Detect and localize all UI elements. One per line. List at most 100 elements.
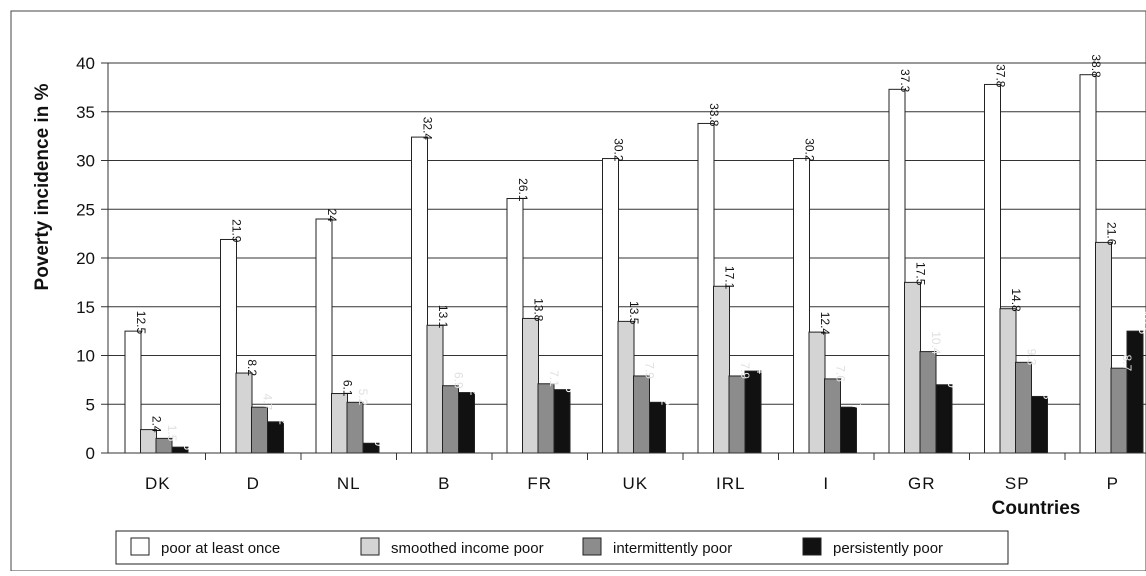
data-label: 1.5 [165, 425, 179, 442]
x-tick-label: DK [145, 474, 171, 493]
bar-poor-at-least-once [602, 158, 619, 454]
bar-intermittently-poor [633, 375, 650, 454]
bar-poor-at-least-once [315, 218, 333, 454]
bar-intermittently-poor [919, 351, 937, 454]
legend-label: poor at least once [161, 540, 280, 557]
y-tick-label: 25 [76, 200, 95, 219]
bar-smoothed-income-poor [426, 324, 444, 454]
y-tick-label: 20 [76, 249, 95, 268]
y-tick-label: 30 [76, 152, 95, 171]
x-tick-label: P [1107, 474, 1119, 493]
data-label: 13.1 [436, 305, 450, 329]
data-label: 13.5 [627, 301, 641, 325]
bar-smoothed-income-poor [331, 393, 348, 454]
data-label: 38.8 [1089, 54, 1103, 78]
bar-poor-at-least-once [411, 136, 428, 454]
bar-smoothed-income-poor [713, 285, 730, 454]
data-label: 4.7 [261, 393, 275, 410]
data-label: 5.8 [1041, 383, 1055, 400]
data-label: 8.2 [245, 359, 259, 376]
data-label: 7.0 [945, 371, 959, 388]
x-tick-label: B [438, 474, 450, 493]
data-label: 33.8 [707, 103, 721, 127]
data-label: 4.7 [850, 393, 864, 410]
x-axis-title: Countries [992, 498, 1081, 519]
data-label: 0.6 [181, 433, 195, 450]
bar-persistently-poor [1031, 395, 1048, 454]
data-label: 24 [325, 209, 339, 223]
data-label: 3.2 [277, 408, 291, 425]
data-label: 14.8 [1009, 288, 1023, 312]
data-label: 7.1 [547, 370, 561, 387]
data-labels: 12.5 21.9 24 32.4 26.1 30.2 33.8 30.2 37.3 37.8 38… [134, 54, 1146, 450]
bar-smoothed-income-poor [617, 320, 635, 454]
chart-frame [10, 10, 1146, 572]
data-label: 7.6 [834, 365, 848, 382]
bar-poor-at-least-once [220, 238, 237, 454]
legend-box [115, 530, 1009, 565]
data-label: 7.9 [738, 362, 752, 379]
bar-persistently-poor [649, 401, 666, 454]
bar-intermittently-poor [251, 406, 268, 454]
bar-intermittently-poor [1110, 367, 1128, 454]
data-label: 5.2 [356, 389, 370, 406]
bar-smoothed-income-poor [235, 372, 253, 454]
data-label: 6.9 [452, 372, 466, 389]
x-tick-label: I [823, 474, 829, 493]
data-label: 37.8 [994, 64, 1008, 88]
y-tick-label: 15 [76, 298, 95, 317]
bar-smoothed-income-poor [808, 331, 826, 454]
bar-intermittently-poor [1015, 361, 1032, 454]
data-label: 21.9 [230, 219, 244, 243]
data-label: 8.4 [754, 357, 768, 374]
bar-poor-at-least-once [697, 122, 715, 454]
legend-swatch [360, 537, 380, 556]
legend-label: smoothed income poor [391, 540, 544, 557]
bar-poor-at-least-once [124, 330, 142, 454]
data-label: 12.5 [1136, 311, 1146, 335]
y-tick-label: 40 [76, 54, 95, 73]
x-tick-label: UK [622, 474, 648, 493]
y-tick-label: 0 [86, 444, 95, 463]
data-label: 21.6 [1105, 222, 1119, 246]
bar-persistently-poor [744, 370, 762, 454]
bar-smoothed-income-poor [1095, 241, 1112, 454]
data-label: 32.4 [421, 117, 435, 141]
data-label: 30.2 [612, 138, 626, 162]
data-label: 17.5 [914, 262, 928, 286]
data-label: 5.2 [659, 389, 673, 406]
bar-poor-at-least-once [888, 88, 906, 454]
legend-swatch [802, 537, 822, 556]
x-tick-label: IRL [716, 474, 745, 493]
data-label: 30.2 [803, 138, 817, 162]
bar-persistently-poor [1126, 330, 1144, 454]
data-label: 1.0 [372, 430, 386, 447]
x-tick-label: NL [337, 474, 361, 493]
data-label: 2.4 [150, 416, 164, 433]
bar-intermittently-poor [442, 385, 459, 454]
bar-smoothed-income-poor [140, 429, 157, 454]
bar-poor-at-least-once [506, 198, 524, 454]
bar-persistently-poor [935, 384, 953, 454]
data-label: 8.7 [1120, 354, 1134, 371]
legend-swatch [130, 537, 150, 556]
bar-intermittently-poor [346, 401, 364, 454]
bar-poor-at-least-once [1079, 74, 1097, 454]
data-label: 6.2 [468, 379, 482, 396]
bar-persistently-poor [458, 392, 475, 454]
legend-swatch [582, 537, 602, 556]
y-axis-title: Poverty incidence in % [32, 83, 53, 290]
bar-poor-at-least-once [793, 158, 810, 454]
gridlines [108, 62, 1146, 405]
data-label: 9.3 [1025, 349, 1039, 366]
data-label: 13.8 [532, 298, 546, 322]
x-tick-label: GR [908, 474, 936, 493]
x-tick-label: D [247, 474, 260, 493]
x-tick-label: SP [1005, 474, 1030, 493]
bar-poor-at-least-once [984, 83, 1001, 454]
bar-persistently-poor [553, 389, 571, 454]
y-tick-label: 10 [76, 347, 95, 366]
y-tick-label: 35 [76, 103, 95, 122]
bar-smoothed-income-poor [999, 308, 1017, 454]
data-label: 7.9 [643, 362, 657, 379]
